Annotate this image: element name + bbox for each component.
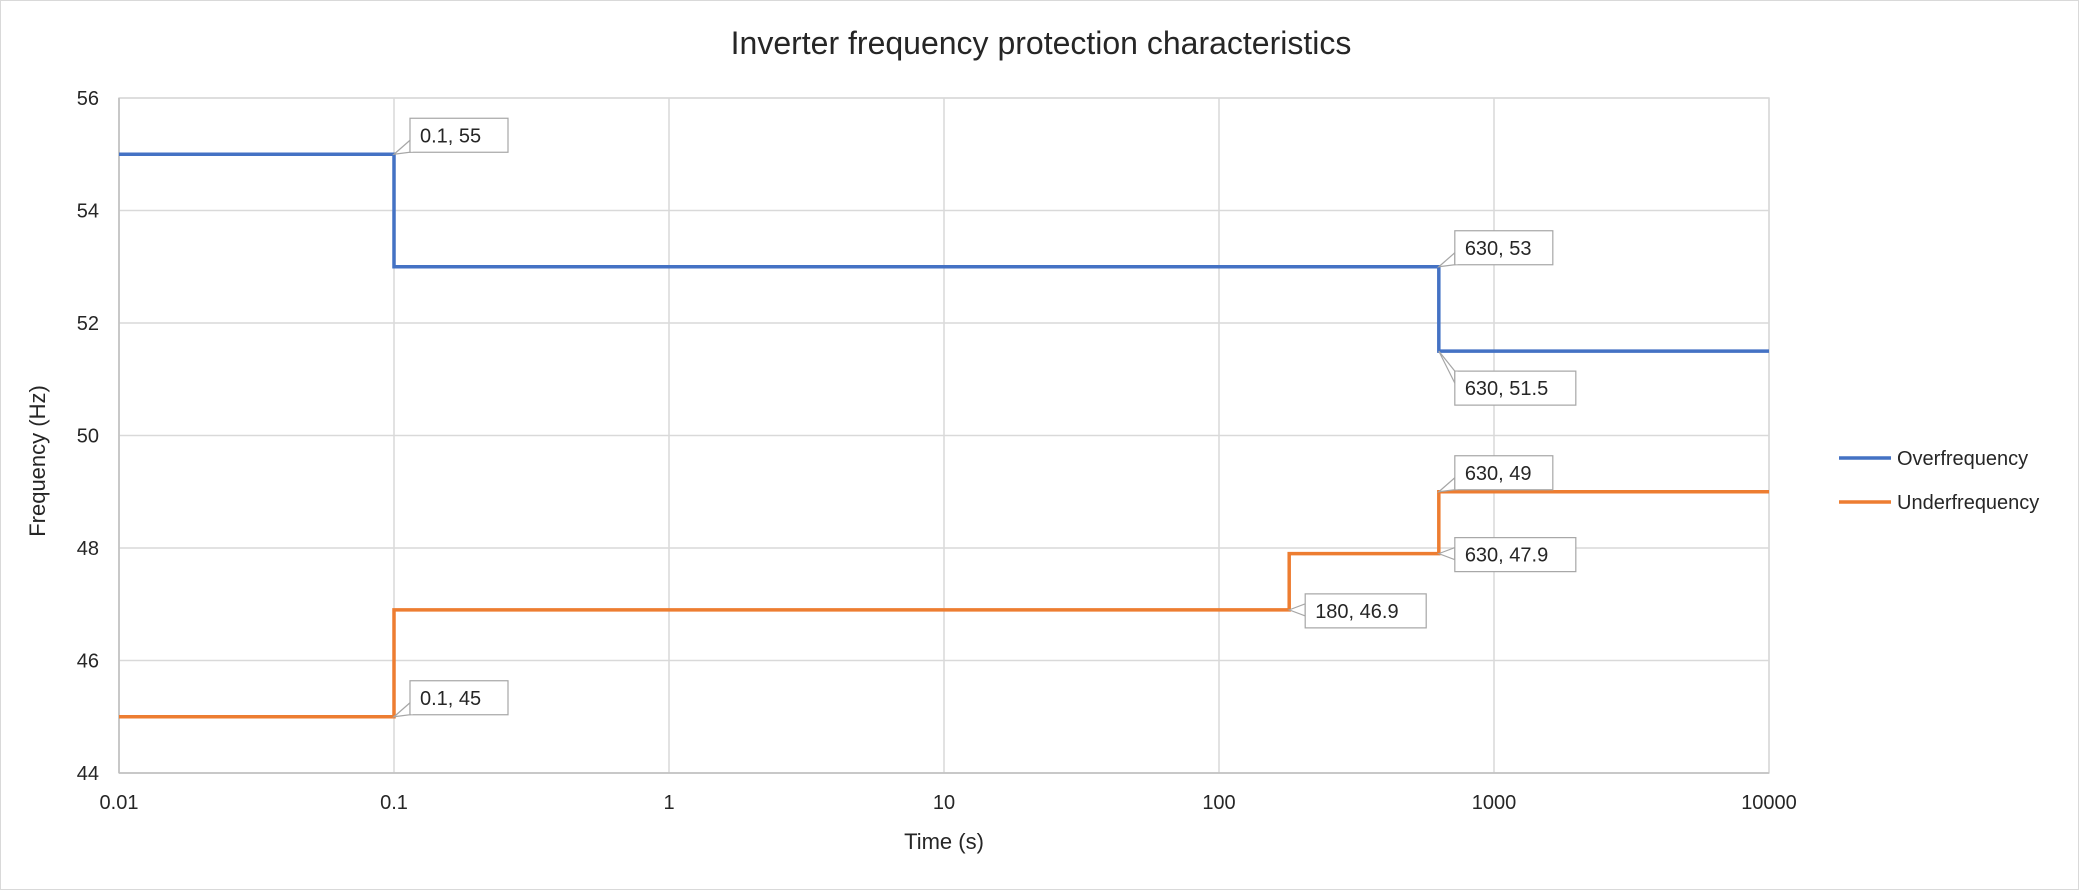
data-label-callout: 180, 46.9 xyxy=(1287,593,1427,629)
legend-label-underfrequency: Underfrequency xyxy=(1897,492,2039,514)
series-lines xyxy=(119,152,1769,719)
y-tick-label: 46 xyxy=(77,651,99,673)
data-label-callout: 630, 51.5 xyxy=(1438,350,1577,406)
data-label-pointer-mask xyxy=(1455,253,1458,265)
data-label-box xyxy=(1454,537,1577,573)
data-label-pointer xyxy=(1436,476,1456,493)
data-label-box xyxy=(1454,230,1554,266)
legend-label-overfrequency: Overfrequency xyxy=(1897,448,2028,470)
series-line-overfrequency xyxy=(119,152,1769,353)
data-label-text: 630, 49 xyxy=(1465,463,1532,485)
data-label-text: 630, 47.9 xyxy=(1465,545,1548,567)
data-label-pointer xyxy=(1436,251,1456,268)
y-axis-label: Frequency (Hz) xyxy=(25,385,50,537)
y-tick-label: 50 xyxy=(77,426,99,448)
y-tick-label: 44 xyxy=(77,763,99,785)
data-label-pointer xyxy=(392,701,411,718)
data-label-pointer-mask xyxy=(1455,371,1458,383)
x-tick-label: 0.01 xyxy=(100,792,139,814)
data-label-pointer-mask xyxy=(410,703,413,715)
data-label-text: 0.1, 45 xyxy=(420,688,481,710)
legend: Overfrequency Underfrequency xyxy=(1839,448,2039,514)
x-tick-label: 10000 xyxy=(1741,792,1797,814)
data-label-pointer xyxy=(1437,546,1456,561)
y-tick-label: 54 xyxy=(77,201,99,223)
data-label-callout: 630, 47.9 xyxy=(1437,537,1577,573)
data-label-pointer-mask xyxy=(1455,548,1458,560)
y-tick-label: 52 xyxy=(77,313,99,335)
chart-title: Inverter frequency protection characteri… xyxy=(731,25,1352,61)
y-tick-label: 56 xyxy=(77,88,99,110)
data-label-box xyxy=(1454,455,1554,491)
data-label-callout: 630, 53 xyxy=(1436,230,1554,268)
data-label-pointer xyxy=(1438,350,1456,384)
x-tick-label: 1 xyxy=(663,792,674,814)
data-labels: 0.1, 55 630, 53 630, 51.5 630, 49 630, 47.9 1… xyxy=(392,117,1577,718)
data-label-text: 0.1, 55 xyxy=(420,125,481,147)
data-label-box xyxy=(1454,370,1577,406)
data-label-callout: 0.1, 45 xyxy=(392,680,509,718)
data-label-pointer-mask xyxy=(410,140,413,152)
data-label-box xyxy=(409,117,509,153)
x-tick-label: 1000 xyxy=(1472,792,1517,814)
x-tick-label: 10 xyxy=(933,792,955,814)
x-tick-label: 100 xyxy=(1202,792,1235,814)
data-label-text: 630, 51.5 xyxy=(1465,378,1548,400)
data-label-box xyxy=(1304,593,1427,629)
data-label-pointer-mask xyxy=(1455,478,1458,490)
data-label-callout: 630, 49 xyxy=(1436,455,1554,493)
series-line-underfrequency xyxy=(119,490,1769,719)
data-label-box xyxy=(409,680,509,716)
data-label-pointer-mask xyxy=(1305,604,1308,616)
x-axis-label: Time (s) xyxy=(904,829,984,854)
data-label-pointer xyxy=(392,138,411,156)
data-label-text: 180, 46.9 xyxy=(1315,601,1398,623)
data-label-text: 630, 53 xyxy=(1465,238,1532,260)
data-label-callout: 0.1, 55 xyxy=(392,117,509,156)
y-tick-label: 48 xyxy=(77,538,99,560)
data-label-pointer xyxy=(1287,603,1306,617)
x-tick-label: 0.1 xyxy=(380,792,408,814)
gridlines xyxy=(118,97,1770,774)
tick-labels: 0.01 0.1 1 10 100 1000 10000 44 46 48 50 52 54 56 xyxy=(77,88,1797,814)
